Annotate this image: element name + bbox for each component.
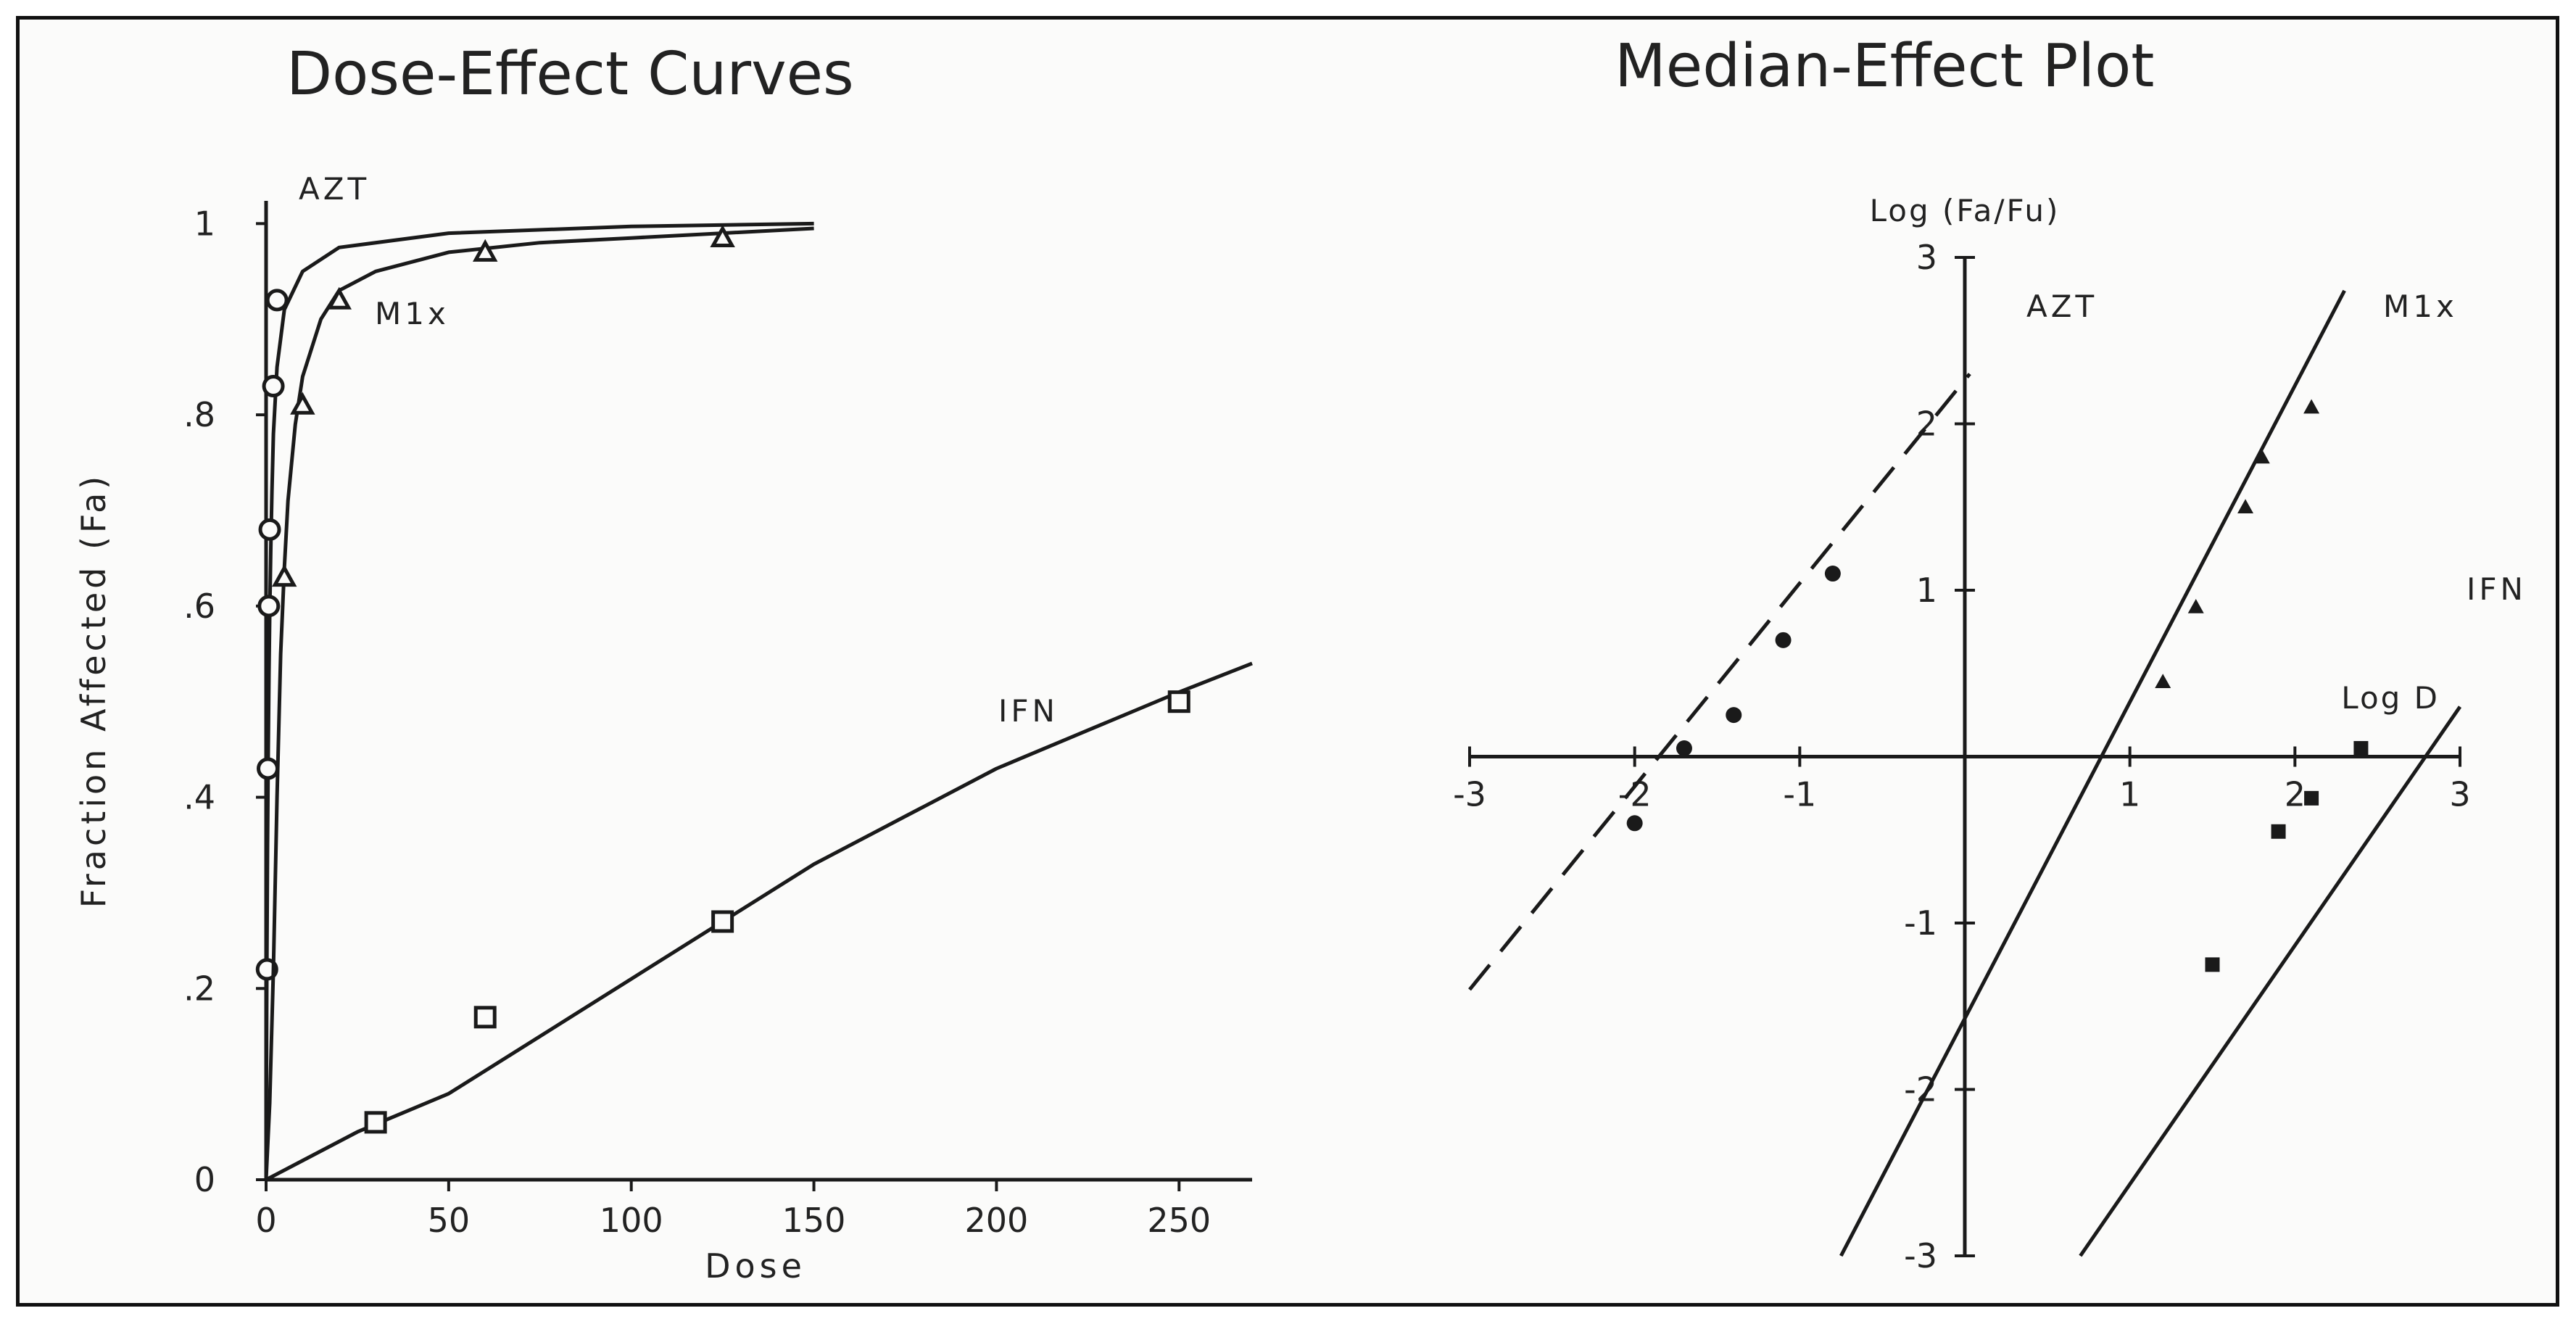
right-series-ifn: IFN xyxy=(2079,571,2527,1257)
right-series-m1x: M1x xyxy=(1839,289,2458,1257)
left-x-tick-label: 250 xyxy=(1147,1201,1211,1240)
left-y-tick-label: 1 xyxy=(194,204,215,243)
right-x-tick-label: 2 xyxy=(2285,775,2306,814)
left-azt-label: AZT xyxy=(299,171,370,207)
right-m1x-line xyxy=(1839,289,2346,1257)
left-series-ifn: IFN xyxy=(265,661,1253,1182)
right-m1x-point xyxy=(2187,598,2204,613)
left-azt-point xyxy=(257,595,281,618)
left-y-tick-label: .4 xyxy=(183,778,215,817)
right-ifn-point xyxy=(2353,741,2369,756)
figure-frame: Dose-Effect Curves Median-Effect Plot 0 5… xyxy=(16,16,2559,1307)
right-azt-point xyxy=(1676,740,1692,757)
left-x-tick-label: 50 xyxy=(428,1201,471,1240)
right-azt-point xyxy=(1775,632,1792,648)
right-m1x-point xyxy=(2155,674,2171,689)
right-x-tick-label: -1 xyxy=(1783,775,1816,814)
left-m1x-point xyxy=(290,392,315,415)
left-ifn-label: IFN xyxy=(998,693,1059,729)
right-x-tick-label: 3 xyxy=(2449,775,2470,814)
right-m1x-label: M1x xyxy=(2383,289,2458,324)
left-ifn-curve xyxy=(265,661,1253,1182)
right-y-tick-label: 3 xyxy=(1916,238,1937,277)
left-m1x-point xyxy=(710,225,735,248)
left-x-tick-label: 100 xyxy=(600,1201,663,1240)
left-azt-point xyxy=(265,289,289,312)
right-x-tick-label: -3 xyxy=(1453,775,1486,814)
right-azt-point xyxy=(1626,815,1643,832)
right-m1x-point xyxy=(2253,449,2270,464)
left-m1x-point xyxy=(326,286,352,310)
left-y-tick-label: .8 xyxy=(183,395,215,434)
right-ifn-point xyxy=(2205,957,2220,972)
left-x-tick-label: 200 xyxy=(965,1201,1029,1240)
left-ifn-point xyxy=(364,1111,387,1134)
right-x-tick-label: 1 xyxy=(2119,775,2140,814)
right-ifn-line xyxy=(2079,706,2462,1257)
dose-effect-chart: 0 50 100 150 200 250 0 .2 .4 .6 .8 1 Dose Fraction Af… xyxy=(74,171,1253,1286)
left-y-tick-label: .6 xyxy=(183,587,215,626)
left-ifn-point xyxy=(1167,690,1190,713)
right-y-tick-label: -3 xyxy=(1904,1236,1937,1275)
left-azt-point xyxy=(257,757,280,780)
left-azt-point xyxy=(258,518,281,541)
right-ifn-label: IFN xyxy=(2467,571,2527,607)
left-azt-point xyxy=(262,375,285,398)
right-y-axis-label: Log (Fa/Fu) xyxy=(1870,193,2061,228)
left-chart-title: Dose-Effect Curves xyxy=(286,40,854,109)
left-x-axis-label: Dose xyxy=(705,1246,806,1286)
left-series-azt: AZT xyxy=(255,171,814,1180)
right-m1x-point xyxy=(2237,499,2254,514)
left-m1x-label: M1x xyxy=(375,296,450,331)
left-x-tick-label: 0 xyxy=(255,1201,276,1240)
right-azt-label: AZT xyxy=(2026,289,2097,324)
right-x-tick-label: -2 xyxy=(1618,775,1652,814)
left-y-axis-label: Fraction Affected (Fa) xyxy=(74,473,113,909)
left-m1x-point xyxy=(271,564,297,587)
right-y-tick-label: 1 xyxy=(1916,571,1937,610)
right-azt-point xyxy=(1726,707,1742,724)
left-m1x-curve xyxy=(264,226,814,1180)
right-m1x-point xyxy=(2303,399,2320,414)
right-chart-title: Median-Effect Plot xyxy=(1615,32,2154,101)
right-y-tick-label: -1 xyxy=(1904,903,1937,943)
left-m1x-point xyxy=(472,239,498,262)
right-azt-line xyxy=(1468,373,1971,991)
left-series-m1x: M1x xyxy=(264,225,814,1180)
right-series-azt: AZT xyxy=(1468,289,2097,991)
left-x-tick-label: 150 xyxy=(782,1201,846,1240)
right-azt-point xyxy=(1824,566,1841,582)
left-y-tick-label: .2 xyxy=(183,969,215,1008)
left-y-tick-label: 0 xyxy=(194,1160,215,1199)
right-x-axis-label: Log D xyxy=(2341,680,2440,716)
right-ifn-point xyxy=(2304,790,2319,806)
chart-canvas: Dose-Effect Curves Median-Effect Plot 0 5… xyxy=(74,32,2527,1286)
left-ifn-point xyxy=(711,910,734,933)
left-azt-curve xyxy=(264,221,814,1180)
left-ifn-point xyxy=(473,1006,497,1029)
right-ifn-point xyxy=(2271,824,2286,839)
